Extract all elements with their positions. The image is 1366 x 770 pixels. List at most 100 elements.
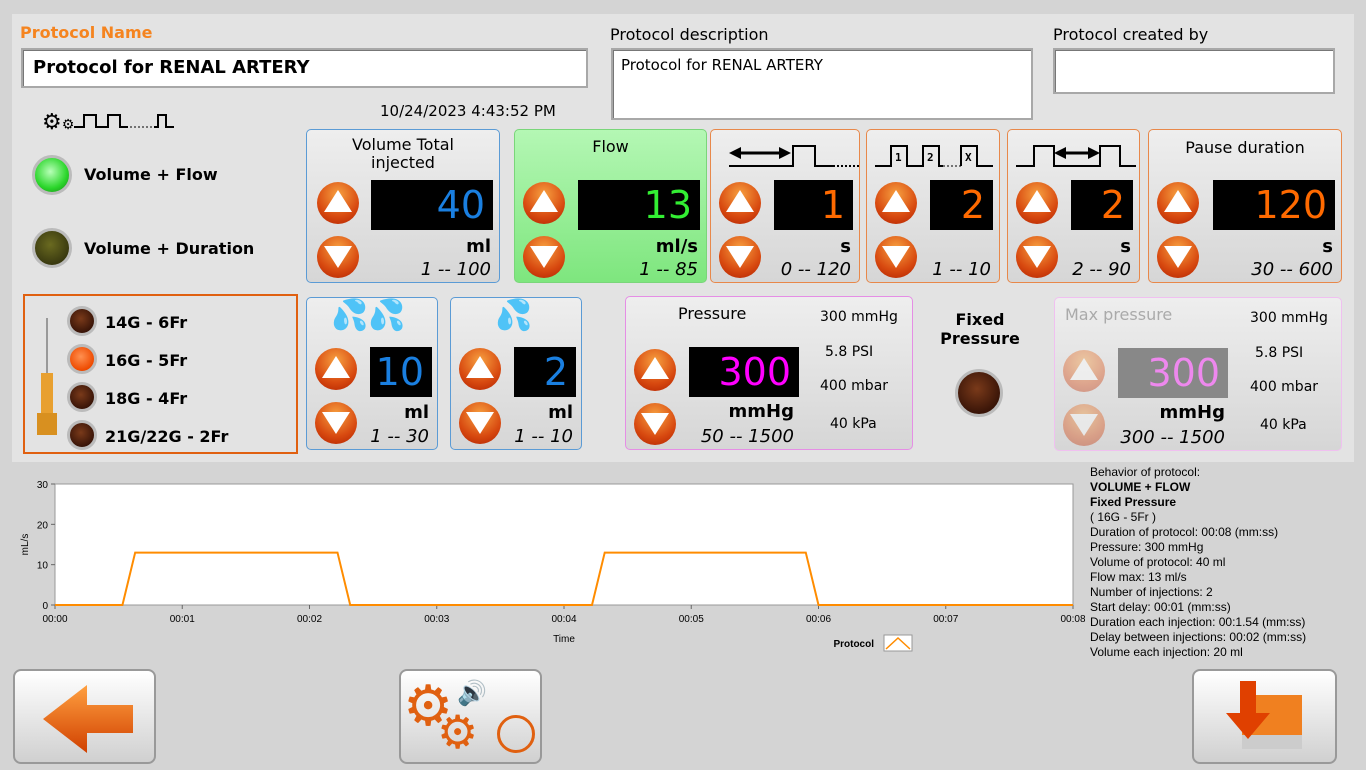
x-tick-label: 00:00 (42, 614, 67, 625)
droplets-icon: 💦 (495, 298, 532, 333)
volume-up-button[interactable] (317, 182, 359, 224)
summary-line: ( 16G - 5Fr ) (1090, 510, 1306, 525)
pause-range: 30 -- 600 (1251, 259, 1333, 280)
volume-unit: ml (466, 236, 491, 257)
summary-line: Volume each injection: 20 ml (1090, 645, 1306, 660)
injections-range: 1 -- 10 (932, 259, 991, 280)
pressure-mbar: 400 mbar (820, 378, 888, 394)
volume-value[interactable]: 40 (371, 180, 493, 230)
fixed-pressure-label: Fixed Pressure (930, 310, 1030, 348)
pressure-kpa: 40 kPa (830, 416, 877, 432)
pressure-title: Pressure (678, 304, 746, 323)
volume-a-control: 💦💦 10 ml 1 -- 30 (306, 297, 438, 450)
icon-label: 1 (895, 151, 902, 164)
pause-value[interactable]: 120 (1213, 180, 1335, 230)
injections-down-button[interactable] (875, 236, 917, 278)
summary-line: Pressure: 300 mmHg (1090, 540, 1306, 555)
vol-b-unit: ml (548, 402, 573, 423)
catheter-led[interactable] (67, 420, 97, 450)
catheter-led[interactable] (67, 344, 97, 374)
pause-up-button[interactable] (1157, 182, 1199, 224)
injections-up-button[interactable] (875, 182, 917, 224)
needle-icon (31, 318, 63, 442)
delay-between-icon (1016, 142, 1136, 168)
vol-b-up-button[interactable] (459, 348, 501, 390)
y-tick-label: 30 (37, 480, 49, 491)
description-input[interactable]: Protocol for RENAL ARTERY (611, 48, 1033, 120)
mode-volume-flow-led[interactable] (32, 155, 72, 195)
start-delay-unit: s (840, 236, 851, 257)
save-button[interactable] (1192, 669, 1337, 764)
fixed-pressure-led[interactable] (955, 369, 1003, 417)
delay-between-down-button[interactable] (1016, 236, 1058, 278)
vol-a-down-button[interactable] (315, 402, 357, 444)
gear-icon: ⚙ (437, 709, 478, 755)
plot-area (55, 484, 1073, 605)
y-tick-label: 10 (37, 561, 49, 572)
x-axis-label: Time (553, 634, 575, 645)
summary-line: Start delay: 00:01 (mm:ss) (1090, 600, 1306, 615)
catheter-led[interactable] (67, 382, 97, 412)
delay-between-up-button[interactable] (1016, 182, 1058, 224)
legend-label: Protocol (833, 639, 874, 650)
max-pressure-mbar: 400 mbar (1250, 379, 1318, 395)
start-delay-down-button[interactable] (719, 236, 761, 278)
mode-volume-duration-led[interactable] (32, 228, 72, 268)
delay-between-control: 2 s 2 -- 90 (1007, 129, 1140, 283)
max-pressure-value[interactable]: 300 (1118, 348, 1228, 398)
pressure-down-button[interactable] (634, 403, 676, 445)
start-delay-value[interactable]: 1 (774, 180, 853, 230)
max-pressure-kpa: 40 kPa (1260, 417, 1307, 433)
pressure-mmhg: 300 mmHg (820, 309, 898, 325)
icon-label: 2 (927, 151, 934, 164)
summary-line: Duration of protocol: 00:08 (mm:ss) (1090, 525, 1306, 540)
max-pressure-psi: 5.8 PSI (1255, 345, 1303, 361)
max-pressure-up-button[interactable] (1063, 350, 1105, 392)
summary-line: Flow max: 13 ml/s (1090, 570, 1306, 585)
vol-a-value[interactable]: 10 (370, 347, 432, 397)
delay-between-range: 2 -- 90 (1072, 259, 1131, 280)
created-by-label: Protocol created by (1053, 25, 1208, 44)
settings-button[interactable]: ⚙ ⚙ 🔊 (399, 669, 542, 764)
pause-unit: s (1322, 236, 1333, 257)
x-tick-label: 00:05 (679, 614, 704, 625)
created-by-input[interactable] (1053, 48, 1335, 94)
flow-value[interactable]: 13 (578, 180, 700, 230)
summary-line: Delay between injections: 00:02 (mm:ss) (1090, 630, 1306, 645)
flow-unit: ml/s (656, 236, 698, 257)
x-tick-label: 00:08 (1060, 614, 1085, 625)
vol-a-up-button[interactable] (315, 348, 357, 390)
pause-down-button[interactable] (1157, 236, 1199, 278)
speaker-icon: 🔊 (457, 679, 487, 707)
flow-up-button[interactable] (523, 182, 565, 224)
summary-line: Volume of protocol: 40 ml (1090, 555, 1306, 570)
injections-value[interactable]: 2 (930, 180, 993, 230)
vol-b-range: 1 -- 10 (514, 426, 573, 447)
back-button[interactable] (13, 669, 156, 764)
max-pressure-range: 300 -- 1500 (1120, 427, 1225, 448)
catheter-label: 16G - 5Fr (105, 351, 187, 370)
volume-down-button[interactable] (317, 236, 359, 278)
summary-line: Duration each injection: 00:1.54 (mm:ss) (1090, 615, 1306, 630)
flow-range: 1 -- 85 (639, 259, 698, 280)
mode-volume-duration-label: Volume + Duration (84, 239, 254, 258)
catheter-label: 14G - 6Fr (105, 313, 187, 332)
gauge-icon (497, 715, 535, 753)
start-delay-up-button[interactable] (719, 182, 761, 224)
vol-b-down-button[interactable] (459, 402, 501, 444)
catheter-led[interactable] (67, 306, 97, 336)
y-tick-label: 20 (37, 520, 49, 531)
protocol-name-input[interactable]: Protocol for RENAL ARTERY (21, 48, 588, 88)
delay-between-value[interactable]: 2 (1071, 180, 1133, 230)
max-pressure-down-button[interactable] (1063, 404, 1105, 446)
pause-title: Pause duration (1149, 139, 1341, 157)
flow-down-button[interactable] (523, 236, 565, 278)
pressure-value[interactable]: 300 (689, 347, 799, 397)
summary-line: Number of injections: 2 (1090, 585, 1306, 600)
pressure-up-button[interactable] (634, 349, 676, 391)
vol-b-value[interactable]: 2 (514, 347, 576, 397)
max-pressure-mmhg: 300 mmHg (1250, 310, 1328, 326)
